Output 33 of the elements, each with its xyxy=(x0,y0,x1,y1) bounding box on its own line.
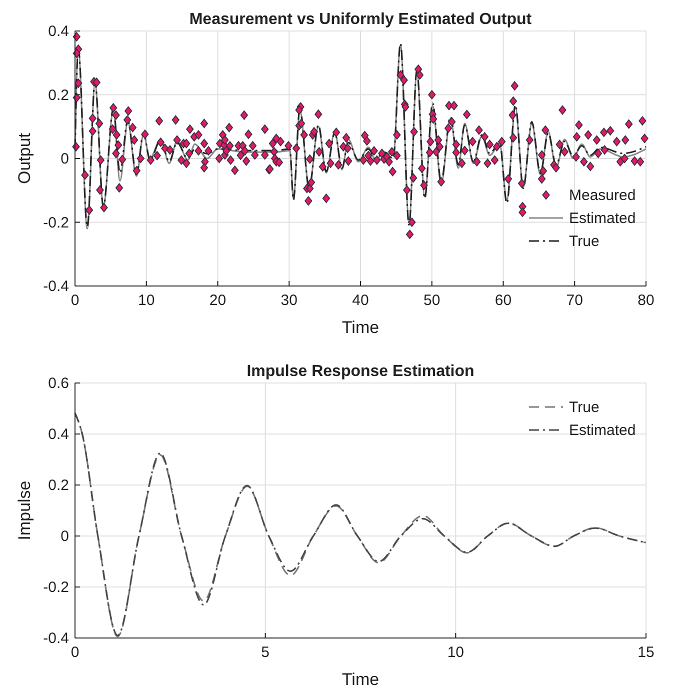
y-tick-label: -0.2 xyxy=(43,214,69,232)
x-tick-label: 70 xyxy=(566,292,583,309)
y-axis-title: Impulse xyxy=(15,480,34,540)
legend-label: Estimated xyxy=(569,422,636,439)
y-tick-label: 0 xyxy=(60,528,69,545)
y-tick-label: 0.4 xyxy=(48,426,69,443)
y-tick-label: 0.2 xyxy=(48,86,69,104)
chart-title: Measurement vs Uniformly Estimated Output xyxy=(189,11,532,28)
x-tick-label: 10 xyxy=(447,644,464,661)
y-tick-label: 0 xyxy=(60,150,69,168)
y-tick-label: 0.2 xyxy=(48,477,69,494)
x-tick-label: 5 xyxy=(261,644,270,661)
y-axis-title: Output xyxy=(15,132,34,184)
legend-label: Estimated xyxy=(569,210,636,227)
x-tick-label: 40 xyxy=(352,292,369,309)
legend-label: True xyxy=(569,233,600,250)
x-axis-title: Time xyxy=(342,318,380,337)
chart-title: Impulse Response Estimation xyxy=(246,363,474,380)
y-tick-label: -0.4 xyxy=(43,278,69,295)
y-tick-label: -0.2 xyxy=(43,579,69,596)
x-tick-label: 50 xyxy=(424,292,440,309)
y-tick-label: -0.4 xyxy=(43,630,69,647)
x-axis-title: Time xyxy=(342,670,380,689)
x-tick-label: 30 xyxy=(280,292,298,309)
x-tick-label: 60 xyxy=(494,292,512,309)
x-tick-label: 15 xyxy=(638,644,654,661)
x-tick-label: 10 xyxy=(138,292,155,309)
y-tick-label: 0.6 xyxy=(48,375,69,392)
legend-label: Measured xyxy=(569,187,636,204)
x-tick-label: 80 xyxy=(638,292,654,309)
y-tick-label: 0.4 xyxy=(48,23,69,40)
x-tick-label: 20 xyxy=(209,292,226,309)
legend-label: True xyxy=(569,399,600,416)
